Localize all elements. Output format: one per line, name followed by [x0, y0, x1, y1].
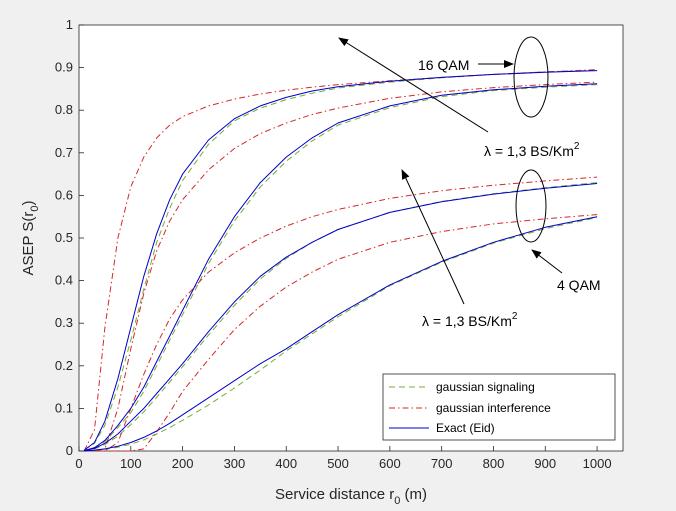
qam16-ellipse: [513, 36, 549, 118]
x-axis-label-main: Service distance r: [275, 486, 394, 503]
x-tick-label: 1000: [583, 456, 612, 471]
x-tick-label: 800: [483, 456, 505, 471]
y-tick-label: 0.7: [55, 145, 73, 160]
y-tick-label: 0.1: [55, 400, 73, 415]
x-tick-label: 600: [379, 456, 401, 471]
axis-ticks: 0 100 200 300 400 500 600 700 800 900 1000 0 0.1 0.2 0…: [55, 17, 612, 471]
legend-label-exact: Exact (Eid): [436, 421, 495, 435]
y-tick-label: 0.4: [55, 273, 73, 288]
lambda-top-sup: 2: [574, 141, 580, 152]
x-tick-label: 300: [224, 456, 246, 471]
lambda-top-arrow: [338, 37, 489, 133]
x-tick-label: 700: [431, 456, 453, 471]
qam4-label: 4 QAM: [557, 277, 601, 293]
lambda-bottom-arrow: [401, 169, 465, 305]
lambda-bottom-sup: 2: [512, 311, 518, 322]
y-tick-label: 0: [66, 443, 73, 458]
series-line-gaussian-signaling: [84, 84, 598, 452]
series-layer: [83, 69, 598, 452]
y-axis-label: ASEP S(r0): [20, 200, 41, 275]
lambda-top-label: λ = 1,3 BS/Km2: [484, 141, 580, 159]
y-tick-label: 0.2: [55, 358, 73, 373]
series-line-exact: [83, 70, 598, 451]
series-line-exact: [84, 216, 598, 452]
legend-label-gaussian-interference: gaussian interference: [436, 401, 551, 415]
x-axis-label: Service distance r0 (m): [275, 486, 427, 507]
series-line-gaussian-interference: [84, 176, 598, 452]
y-axis-label-close: ): [20, 200, 37, 205]
x-tick-label: 900: [534, 456, 556, 471]
series-line-exact: [84, 183, 598, 452]
y-tick-label: 0.6: [55, 187, 73, 202]
x-axis-label-unit: (m): [400, 486, 427, 503]
x-tick-label: 400: [275, 456, 297, 471]
x-tick-label: 0: [75, 456, 82, 471]
series-line-gaussian-interference: [84, 81, 598, 452]
x-tick-label: 500: [327, 456, 349, 471]
legend: gaussian signaling gaussian interference…: [382, 373, 616, 441]
lambda-top-text: λ = 1,3 BS/Km: [484, 143, 574, 159]
y-axis-label-sub: 0: [29, 205, 41, 211]
y-tick-label: 0.8: [55, 102, 73, 117]
lambda-bottom-text: λ = 1,3 BS/Km: [422, 313, 512, 329]
legend-box: [382, 373, 616, 441]
y-tick-label: 1: [66, 17, 73, 32]
x-tick-label: 100: [120, 456, 142, 471]
qam4-arrow: [531, 249, 563, 274]
y-tick-label: 0.5: [55, 230, 73, 245]
lambda-bottom-label: λ = 1,3 BS/Km2: [422, 311, 518, 329]
x-axis-label-sub: 0: [394, 495, 400, 507]
y-tick-label: 0.9: [55, 60, 73, 75]
series-line-gaussian-interference: [83, 69, 598, 452]
qam4-ellipse: [515, 169, 547, 243]
y-axis-label-main: ASEP S(r: [20, 212, 37, 276]
y-tick-label: 0.3: [55, 315, 73, 330]
qam16-label: 16 QAM: [418, 57, 469, 73]
x-tick-label: 200: [172, 456, 194, 471]
legend-label-gaussian-signaling: gaussian signaling: [436, 380, 535, 394]
series-line-gaussian-interference: [84, 214, 598, 452]
